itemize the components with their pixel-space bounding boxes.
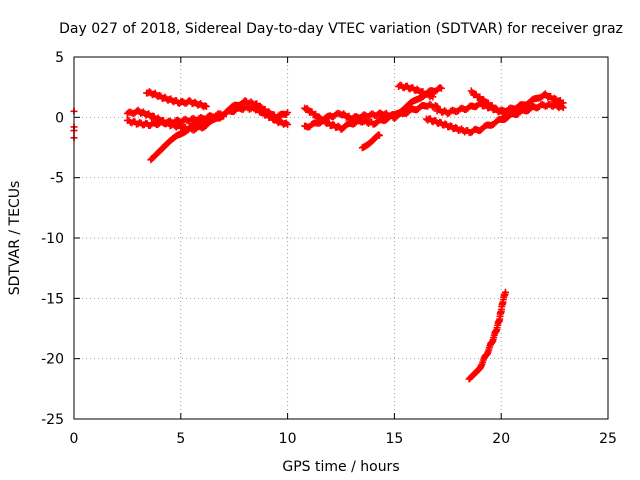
data-point [315, 113, 323, 121]
y-tick-label: -15 [41, 291, 64, 307]
data-point [202, 102, 210, 110]
data-point [375, 131, 383, 139]
y-tick-label: -25 [41, 412, 64, 428]
x-tick-label: 25 [599, 431, 617, 447]
y-tick-labels: -25 -20 -15 -10 -5 0 5 [41, 50, 64, 428]
x-tick-label: 15 [385, 431, 403, 447]
y-tick-label: 0 [55, 110, 64, 126]
data-point [501, 288, 509, 296]
x-axis-label: GPS time / hours [282, 459, 399, 475]
y-tick-label: -10 [41, 231, 64, 247]
data-point [432, 101, 440, 109]
data-points [70, 81, 567, 383]
data-point [284, 109, 292, 117]
chart-title: Day 027 of 2018, Sidereal Day-to-day VTE… [59, 21, 623, 37]
data-point [256, 102, 264, 110]
y-tick-label: 5 [55, 50, 64, 66]
x-tick-labels: 0 5 10 15 20 25 [70, 431, 617, 447]
data-point [559, 99, 567, 107]
x-tick-label: 10 [279, 431, 297, 447]
data-point [437, 84, 445, 92]
data-point [201, 102, 209, 110]
axis-ticks [73, 56, 609, 420]
y-tick-label: -20 [41, 352, 64, 368]
data-point [220, 112, 228, 120]
x-tick-label: 5 [176, 431, 185, 447]
y-tick-label: -5 [50, 171, 64, 187]
data-point [284, 121, 292, 129]
data-point [492, 104, 500, 112]
data-point [429, 93, 437, 101]
y-axis-label: SDTVAR / TECUs [7, 181, 23, 296]
data-point [501, 110, 509, 118]
x-tick-label: 20 [492, 431, 510, 447]
data-point [340, 110, 348, 118]
x-tick-label: 0 [70, 431, 79, 447]
data-point [427, 92, 435, 100]
